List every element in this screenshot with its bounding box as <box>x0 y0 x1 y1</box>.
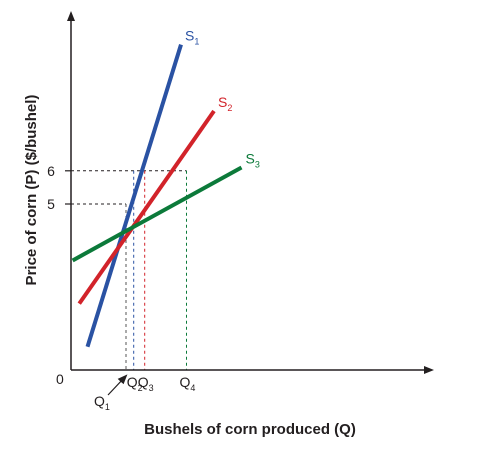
q-label-1: Q1 <box>94 393 110 412</box>
reference-lines <box>71 170 187 370</box>
y-axis-title: Price of corn (P) ($/bushel) <box>23 95 40 286</box>
ytick-label-5: 5 <box>47 196 55 212</box>
q1-pointer-arrow <box>107 374 128 396</box>
q-label-4: Q4 <box>180 374 196 393</box>
series-label-s3: S3 <box>246 150 260 169</box>
ytick-label-6: 6 <box>47 163 55 179</box>
y-ticks: 56 <box>47 163 71 212</box>
x-axis-title: Bushels of corn produced (Q) <box>144 421 356 438</box>
axes <box>67 11 434 374</box>
q-label-3: Q3 <box>138 374 154 393</box>
origin-label: 0 <box>56 371 64 387</box>
series-label-s2: S2 <box>218 94 232 113</box>
series-line-s3 <box>71 165 243 263</box>
q-label-2: Q2 <box>127 374 143 393</box>
series-label-s1: S1 <box>185 28 199 47</box>
series-line-s1 <box>85 44 183 348</box>
series-line-s2 <box>77 109 216 305</box>
supply-curves: S1 S2 S3 <box>71 28 260 348</box>
